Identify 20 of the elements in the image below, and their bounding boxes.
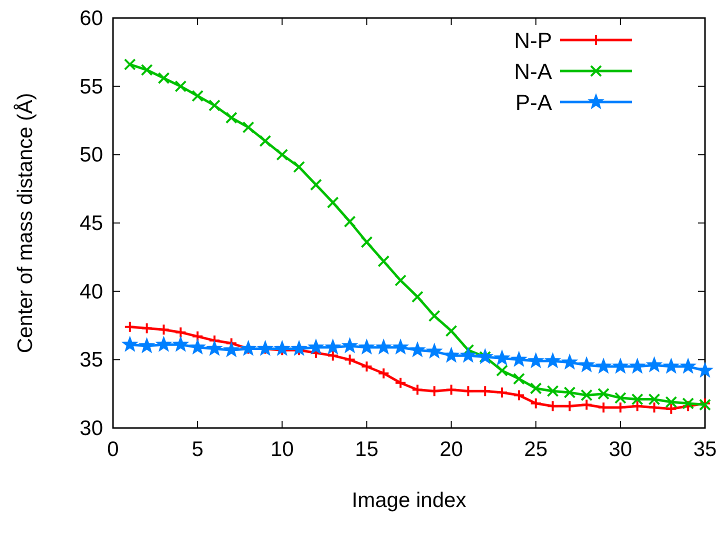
y-tick-label: 35	[80, 348, 103, 372]
y-tick-label: 55	[80, 75, 103, 98]
legend-label: P-A	[515, 90, 552, 115]
legend-label: N-A	[514, 59, 552, 84]
x-tick-label: 5	[192, 438, 204, 461]
x-axis-title: Image index	[352, 489, 467, 512]
y-tick-label: 60	[80, 7, 103, 30]
x-tick-label: 35	[693, 438, 717, 461]
y-tick-label: 40	[80, 280, 103, 304]
x-tick-label: 25	[524, 438, 548, 461]
x-tick-label: 30	[608, 438, 632, 461]
x-tick-label: 0	[107, 438, 119, 461]
y-tick-label: 30	[80, 417, 103, 440]
y-tick-label: 50	[80, 144, 103, 167]
y-tick-label: 45	[80, 212, 103, 235]
x-tick-label: 15	[355, 438, 378, 461]
x-tick-label: 20	[440, 438, 463, 461]
x-tick-label: 10	[270, 438, 294, 461]
legend-label: N-P	[514, 28, 552, 53]
y-axis-title: Center of mass distance (Å)	[13, 92, 37, 354]
